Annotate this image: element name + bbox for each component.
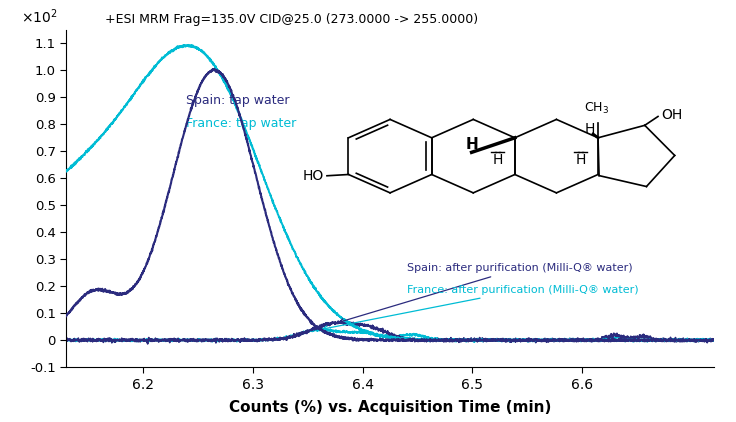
Text: +ESI MRM Frag=135.0V CID@25.0 (273.0000 -> 255.0000): +ESI MRM Frag=135.0V CID@25.0 (273.0000 … (105, 13, 478, 26)
Text: France: after purification (Milli-Q® water): France: after purification (Milli-Q® wat… (323, 285, 638, 330)
Text: OH: OH (662, 108, 682, 122)
Text: $\times$10$^2$: $\times$10$^2$ (21, 8, 57, 26)
Text: CH$_3$: CH$_3$ (584, 101, 609, 116)
X-axis label: Counts (%) vs. Acquisition Time (min): Counts (%) vs. Acquisition Time (min) (229, 400, 551, 415)
Text: H: H (465, 137, 478, 152)
Text: H: H (576, 153, 586, 167)
Text: HO: HO (302, 169, 324, 183)
Text: Spain: tap water: Spain: tap water (186, 94, 289, 107)
Text: H: H (584, 122, 595, 136)
Text: France: tap water: France: tap water (186, 117, 297, 130)
Text: Spain: after purification (Milli-Q® water): Spain: after purification (Milli-Q® wate… (339, 263, 632, 323)
Text: H: H (492, 153, 503, 167)
